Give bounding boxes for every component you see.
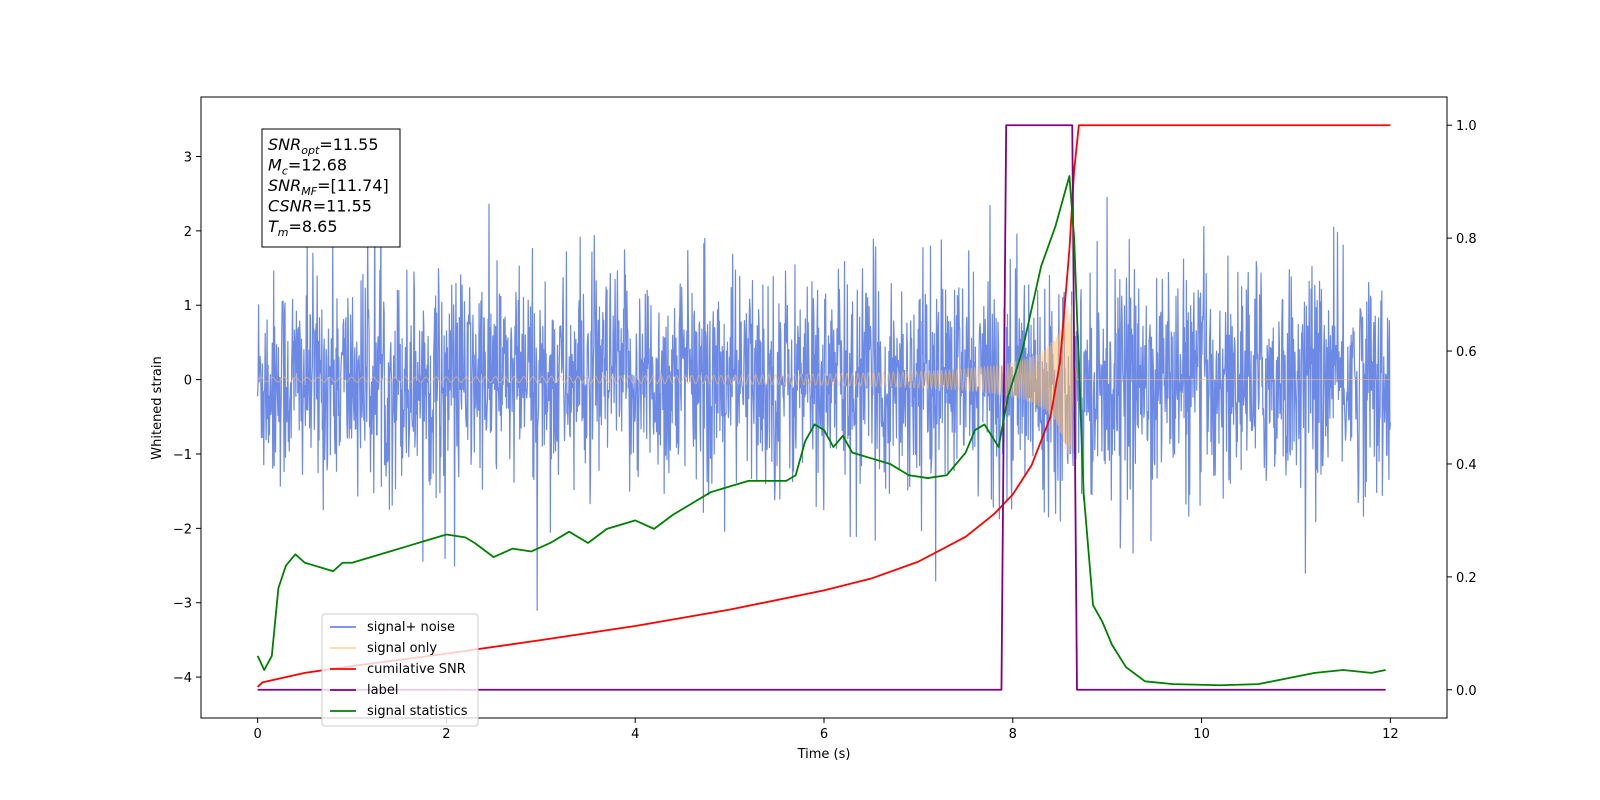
y-tick-label: −4 [173,671,192,686]
legend-label: cumilative SNR [367,662,466,677]
legend-box [321,613,479,727]
y-axis-left: −4 −3 −2 −1 0 1 2 3 [173,150,201,686]
y-right-tick-label: 0.4 [1456,458,1477,473]
info-line: Mc=12.68 [268,156,347,178]
y-tick-label: 2 [184,225,192,240]
info-line: Tm=8.65 [268,217,338,239]
y-axis-right: 0.0 0.2 0.4 0.6 0.8 1.0 [1447,119,1477,699]
series-line-signal-noise [257,175,1391,611]
x-tick-label: 2 [442,727,450,742]
x-axis-label: Time (s) [797,747,851,762]
y-right-tick-label: 1.0 [1456,119,1477,134]
info-box [261,128,401,248]
x-tick-label: 12 [1382,727,1399,742]
y-right-tick-label: 0.2 [1456,571,1477,586]
x-tick-label: 6 [820,727,828,742]
y-right-tick-label: 0.8 [1456,232,1477,247]
series-line-label [257,124,1386,691]
x-tick-label: 4 [631,727,639,742]
y-tick-label: 0 [184,374,192,389]
legend: signal+ noise signal only cumilative SNR la… [321,613,479,727]
info-line: CSNR=11.55 [268,197,372,216]
legend-label: label [367,683,398,698]
series-line-signal-statistics [256,175,1386,687]
legend-label: signal only [367,641,437,656]
x-tick-label: 0 [253,727,261,742]
info-annotation: SNRopt=11.55Mc=12.68SNRMF=[11.74]CSNR=11… [261,128,401,248]
x-tick-label: 8 [1009,727,1017,742]
info-line: SNRMF=[11.74] [268,176,389,198]
y-right-tick-label: 0.0 [1456,684,1477,699]
series-line-signal-only [257,305,1391,455]
legend-label: signal statistics [367,704,468,719]
info-line: SNRopt=11.55 [268,135,379,157]
y-tick-label: −2 [173,522,192,537]
y-tick-label: −1 [173,448,192,463]
y-tick-label: 3 [184,150,192,165]
y-axis-label: Whitened strain [150,356,165,459]
x-tick-label: 10 [1193,727,1210,742]
legend-label: signal+ noise [367,620,455,635]
y-tick-label: −3 [173,597,192,612]
y-tick-label: 1 [184,299,192,314]
y-right-tick-label: 0.6 [1456,345,1477,360]
